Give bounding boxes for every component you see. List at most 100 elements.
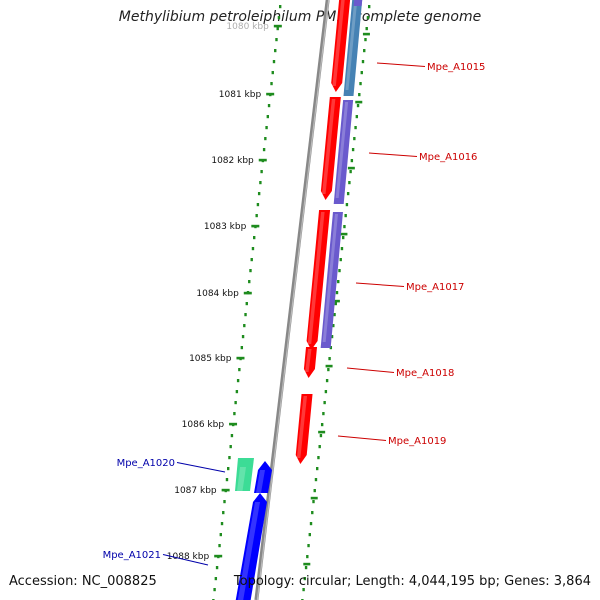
- guide-dot: [319, 434, 323, 438]
- tick-mark: [355, 100, 363, 104]
- tick-label: 1087 kbp: [174, 486, 217, 496]
- guide-dot: [365, 27, 368, 31]
- guide-dot: [360, 71, 363, 75]
- guide-dot: [359, 82, 362, 86]
- guide-dot: [312, 500, 315, 504]
- tick-mark: [347, 166, 355, 170]
- guide-dot: [249, 269, 252, 273]
- guide-dot: [313, 489, 316, 493]
- tick-mark: [266, 92, 275, 96]
- guide-dot: [278, 5, 282, 9]
- guide-dot: [348, 181, 351, 185]
- guide-dot: [304, 566, 308, 570]
- guide-dot: [320, 423, 324, 427]
- gene-leader-line: [162, 554, 209, 566]
- guide-dot: [338, 269, 341, 273]
- map-title: Methylibium petroleiphilum PM1, complete…: [118, 9, 482, 25]
- guide-dot: [228, 456, 231, 460]
- tick-mark: [236, 356, 245, 360]
- guide-dot: [316, 467, 319, 471]
- orf-block-purple: [353, 0, 363, 6]
- reverse-gene-arrow: [235, 493, 267, 600]
- guide-dot: [251, 247, 255, 251]
- forward-gene-arrow: [303, 347, 318, 378]
- guide-dot: [345, 203, 349, 207]
- guide-dot: [343, 225, 346, 229]
- guide-dot: [277, 16, 281, 20]
- guide-dot: [356, 104, 360, 108]
- tick-label: 1082 kbp: [211, 156, 254, 166]
- guide-dot: [307, 544, 310, 548]
- orf-block-green: [235, 458, 254, 491]
- guide-dot: [245, 302, 248, 306]
- guide-dot: [334, 302, 337, 306]
- guide-dot: [244, 313, 247, 317]
- tick-layer: 1080 kbp 1081 kbp 1082 kbp 1083 kbp 1084 kbp…: [167, 5, 371, 600]
- gene-leader-line: [346, 367, 395, 373]
- guide-dot: [309, 522, 313, 526]
- gene-label[interactable]: Mpe_A1015: [427, 62, 485, 73]
- forward-gene-arrow-shine: [296, 396, 308, 458]
- gene-label[interactable]: Mpe_A1017: [406, 282, 464, 293]
- tick-mark: [273, 24, 282, 28]
- gene-leader-line: [368, 152, 418, 157]
- guide-dot: [234, 401, 237, 405]
- guide-dot: [337, 280, 340, 284]
- reverse-gene-arrow: [254, 461, 272, 493]
- summary-text: Topology: circular; Length: 4,044,195 bp…: [233, 574, 591, 589]
- guide-dot: [355, 115, 359, 119]
- guide-dot: [272, 60, 276, 64]
- guide-dot: [328, 357, 331, 361]
- forward-gene-arrow: [320, 97, 341, 200]
- gene-leader-line: [355, 282, 405, 287]
- forward-gene-arrow-shine: [305, 349, 312, 372]
- guide-dot: [262, 148, 266, 152]
- guide-dot: [351, 148, 355, 152]
- tick-mark: [221, 488, 230, 492]
- orf-block-blue: [343, 0, 363, 96]
- tick-label: 1081 kbp: [219, 90, 262, 100]
- tick-mark: [258, 158, 267, 162]
- gene-label[interactable]: Mpe_A1020: [117, 458, 175, 469]
- orf-block-purple: [333, 100, 354, 204]
- guide-dot: [243, 324, 246, 328]
- guide-dot: [256, 203, 260, 207]
- guide-dot: [363, 49, 366, 53]
- tick-label: 1084 kbp: [196, 289, 239, 299]
- gene-label[interactable]: Mpe_A1016: [419, 152, 477, 163]
- gene-label[interactable]: Mpe_A1021: [103, 550, 161, 561]
- guide-dot: [303, 577, 307, 581]
- guide-dot: [270, 82, 273, 86]
- guide-dot: [229, 445, 232, 449]
- guide-dot: [350, 159, 354, 163]
- gene-label[interactable]: Mpe_A1019: [388, 436, 446, 447]
- guide-dot: [265, 126, 268, 130]
- forward-gene-arrow-shine: [307, 212, 325, 344]
- tick-label: 1080 kbp: [226, 22, 269, 32]
- tick-mark: [243, 291, 252, 295]
- accession-text: Accession: NC_008825: [9, 574, 157, 589]
- forward-gene-arrow-shine: [332, 0, 345, 86]
- guide-dot: [260, 170, 263, 174]
- guide-dot: [324, 390, 328, 394]
- tick-label: 1083 kbp: [204, 222, 247, 232]
- tick-label: 1086 kbp: [182, 420, 225, 430]
- orf-block-purple: [320, 212, 343, 348]
- guide-dot: [333, 313, 336, 317]
- guide-dot: [223, 500, 226, 504]
- guide-dot: [353, 137, 356, 141]
- guide-dot: [271, 71, 274, 75]
- gene-label[interactable]: Mpe_A1018: [396, 368, 454, 379]
- tick-label: 1085 kbp: [189, 354, 232, 364]
- gene-leader-line: [176, 462, 226, 473]
- guide-dot: [213, 588, 216, 592]
- guide-dot: [318, 445, 321, 449]
- guide-dot: [235, 390, 239, 394]
- guide-dot: [349, 170, 352, 174]
- orf-block-purple-shine: [322, 214, 338, 342]
- guide-dot: [302, 588, 305, 592]
- guide-dot: [327, 368, 330, 372]
- guide-dot: [218, 544, 221, 548]
- guide-dot: [222, 511, 225, 515]
- guide-dot: [241, 335, 245, 339]
